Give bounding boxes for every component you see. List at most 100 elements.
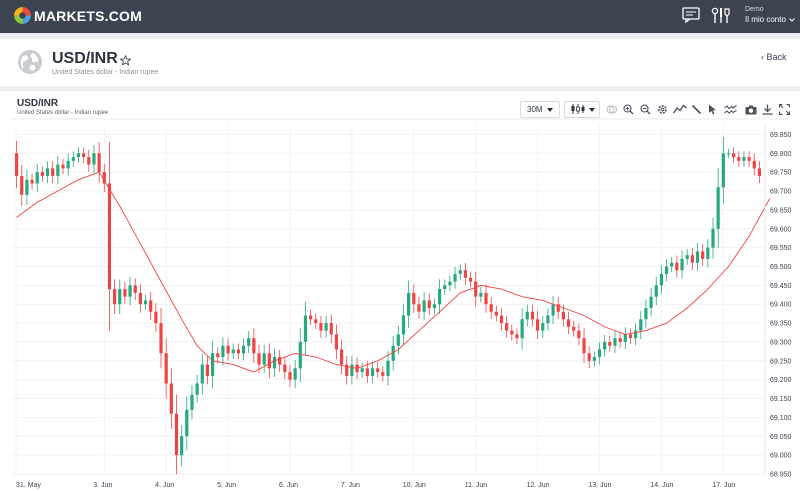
candle: [278, 349, 282, 372]
candle: [262, 344, 266, 374]
candle-body: [190, 394, 194, 410]
candle-body: [479, 292, 483, 297]
download-icon[interactable]: [762, 102, 773, 120]
y-tick-label: 69.200: [770, 377, 792, 384]
candle-body: [159, 323, 163, 354]
account-menu[interactable]: Demo Il mio conto: [745, 6, 795, 24]
candle-body: [309, 315, 313, 320]
candle-body: [195, 383, 199, 395]
candle: [76, 147, 81, 163]
candle: [324, 315, 328, 338]
candle: [536, 310, 540, 340]
candle-body: [376, 368, 380, 373]
candle-body: [639, 319, 643, 331]
x-tick-label: 3. Jun: [93, 482, 112, 489]
x-tick-label: 13. Jun: [589, 482, 612, 489]
candle: [133, 278, 137, 301]
candle: [216, 347, 220, 363]
candlestick-chart[interactable]: 69.850 69.800 69.750 69.700 69.650 69.600 69.5…: [0, 91, 800, 491]
candle: [164, 338, 168, 399]
candle-body: [407, 292, 411, 316]
candle: [639, 310, 643, 340]
candle: [35, 163, 39, 192]
candle: [56, 156, 60, 185]
account-type: Demo: [745, 6, 764, 13]
y-tick-label: 69.400: [770, 302, 792, 309]
candle: [505, 315, 509, 338]
x-tick-label: 5. Jun: [217, 482, 236, 489]
candle: [14, 140, 19, 189]
candle: [257, 344, 261, 374]
y-tick-label: 69.100: [770, 415, 792, 422]
candle: [314, 313, 318, 329]
candle-body: [515, 334, 519, 339]
candle-body: [319, 323, 323, 331]
candle: [298, 328, 302, 383]
tools-icon[interactable]: [711, 7, 731, 29]
chevron-down-icon: [789, 15, 795, 24]
x-tick-label: 11. Jun: [465, 482, 488, 489]
candle-body: [247, 338, 251, 346]
candle-body: [272, 357, 277, 369]
candle: [360, 362, 364, 378]
candle: [241, 338, 246, 361]
x-tick-label: 4. Jun: [155, 482, 174, 489]
candle-body: [608, 341, 612, 346]
candle-body: [510, 330, 514, 335]
candle-body: [236, 349, 240, 354]
y-tick-label: 69.800: [770, 151, 792, 158]
candle-body: [670, 262, 674, 267]
brand-logo[interactable]: MARKETS.COM: [14, 7, 142, 24]
camera-icon[interactable]: [745, 102, 757, 120]
candle: [45, 161, 50, 184]
candle-body: [623, 334, 627, 342]
candle-body: [350, 364, 354, 376]
indicators-icon[interactable]: [606, 102, 617, 120]
candle-body: [458, 270, 462, 275]
candle: [319, 315, 323, 338]
account-link[interactable]: Il mio conto: [745, 15, 786, 24]
candle-body: [288, 372, 292, 380]
back-button[interactable]: ‹ Back: [761, 52, 787, 62]
candle: [566, 312, 571, 335]
cursor-icon[interactable]: [708, 102, 718, 120]
timeframe-dropdown[interactable]: 30M: [520, 101, 560, 118]
x-tick-label: 6. Jun: [279, 482, 298, 489]
candle: [577, 323, 581, 346]
candle: [732, 147, 736, 163]
line-draw-icon[interactable]: [672, 102, 687, 120]
candle: [437, 279, 442, 315]
zoom-in-icon[interactable]: [623, 102, 634, 120]
star-icon[interactable]: [119, 53, 132, 71]
chat-icon[interactable]: [682, 7, 700, 28]
candle: [489, 297, 493, 319]
candle-body: [386, 360, 390, 376]
settings-icon[interactable]: [657, 102, 668, 120]
compare-icon[interactable]: [724, 102, 737, 120]
y-gridlines: [12, 133, 765, 475]
candle-body: [339, 349, 344, 365]
candle: [40, 166, 44, 182]
candle-body: [51, 168, 55, 176]
candle: [721, 136, 725, 204]
candle: [706, 239, 710, 268]
pencil-icon[interactable]: [691, 102, 702, 120]
candle-body: [654, 285, 658, 297]
candle-body: [262, 353, 266, 365]
candle-body: [149, 300, 153, 312]
candle: [587, 346, 591, 368]
candle: [195, 374, 199, 404]
candle: [690, 247, 694, 270]
candle-body: [71, 157, 75, 161]
candle-body: [169, 383, 173, 414]
fullscreen-icon[interactable]: [778, 102, 791, 120]
candle-body: [118, 289, 122, 305]
candle-body: [721, 153, 725, 188]
zoom-out-icon[interactable]: [640, 102, 651, 120]
chart-type-dropdown[interactable]: [564, 101, 600, 118]
candle: [272, 348, 277, 377]
x-axis-labels: 31. May 3. Jun 4. Jun 5. Jun 6. Jun 7. Jun 10.…: [16, 482, 735, 489]
candle-body: [618, 338, 622, 342]
candle: [453, 266, 457, 289]
candle: [458, 264, 462, 280]
